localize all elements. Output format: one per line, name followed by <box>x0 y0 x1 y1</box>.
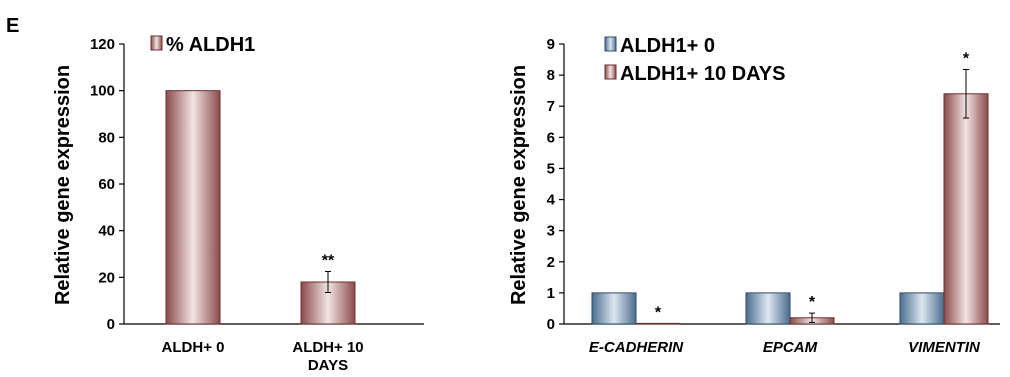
chart2-series2-significance-mark: * <box>963 51 970 68</box>
chart2-y-tick-label: 0 <box>547 316 555 333</box>
chart1-y-tick-label: 40 <box>98 223 115 240</box>
chart2-y-tick-label: 2 <box>547 254 555 271</box>
chart1-axes: 0 20 40 60 80 100 120 <box>90 36 424 333</box>
chart1-y-tick-label: 100 <box>90 83 115 100</box>
chart1-y-tick-label: 80 <box>98 129 115 146</box>
chart1-bar <box>165 90 221 325</box>
chart1-legend-label: % ALDH1 <box>166 34 255 56</box>
chart2-series2-significance-mark: * <box>809 294 816 311</box>
chart1-y-axis-label: Relative gene expression <box>52 65 74 305</box>
chart2-series2-significance-mark: * <box>655 304 662 321</box>
chart2-y-tick-label: 1 <box>547 285 555 302</box>
chart2-y-tick-label: 6 <box>547 129 555 146</box>
chart2-category-label: VIMENTIN <box>908 339 981 356</box>
chart1-category-label: ALDH+ 0 <box>162 339 225 356</box>
chart2-series2-bar <box>635 322 681 325</box>
chart1-legend: % ALDH1 <box>150 34 255 56</box>
panel-label: E <box>6 15 19 37</box>
chart2-series1-bar <box>745 292 791 325</box>
chart1-category-label: DAYS <box>308 357 348 374</box>
chart-gene-expression: Relative gene expression 0 1 2 3 4 5 6 7 8 9 * ** … <box>508 35 1000 356</box>
chart2-y-tick-label: 5 <box>547 160 555 177</box>
chart2-y-tick-label: 9 <box>547 36 555 53</box>
chart1-y-tick-label: 0 <box>107 316 115 333</box>
chart2-category-label: EPCAM <box>763 339 818 356</box>
chart-aldh1-percent: Relative gene expression 0 20 40 60 80 100 120… <box>52 34 424 374</box>
chart1-y-tick-label: 120 <box>90 36 115 53</box>
chart2-y-tick-label: 8 <box>547 67 555 84</box>
chart2-legend-swatch-series2 <box>604 64 617 80</box>
chart1-y-tick-label: 60 <box>98 176 115 193</box>
chart2-series1-bar <box>591 292 637 325</box>
chart2-series1-bar <box>899 292 945 325</box>
chart2-category-label: E-CADHERIN <box>589 339 684 356</box>
chart2-legend-label-series2: ALDH1+ 10 DAYS <box>620 63 785 85</box>
chart1-category-label: ALDH+ 10 <box>292 339 363 356</box>
chart2-y-tick-label: 3 <box>547 223 555 240</box>
chart2-legend-swatch-series1 <box>604 36 617 52</box>
chart2-y-axis-label: Relative gene expression <box>508 65 530 305</box>
chart2-y-tick-label: 4 <box>547 192 556 209</box>
chart2-legend-label-series1: ALDH1+ 0 <box>620 35 715 57</box>
chart1-bars: ** <box>165 90 356 325</box>
chart1-legend-swatch <box>150 35 163 51</box>
chart2-category-labels: E-CADHERIN EPCAM VIMENTIN <box>589 339 981 356</box>
chart2-bars: * * * <box>591 51 989 325</box>
chart2-series2-bar <box>943 93 989 325</box>
chart1-y-tick-label: 20 <box>98 269 115 286</box>
chart1-significance-mark: ** <box>322 253 335 270</box>
chart2-legend: ALDH1+ 0 ALDH1+ 10 DAYS <box>604 35 785 85</box>
chart2-y-tick-label: 7 <box>547 98 555 115</box>
